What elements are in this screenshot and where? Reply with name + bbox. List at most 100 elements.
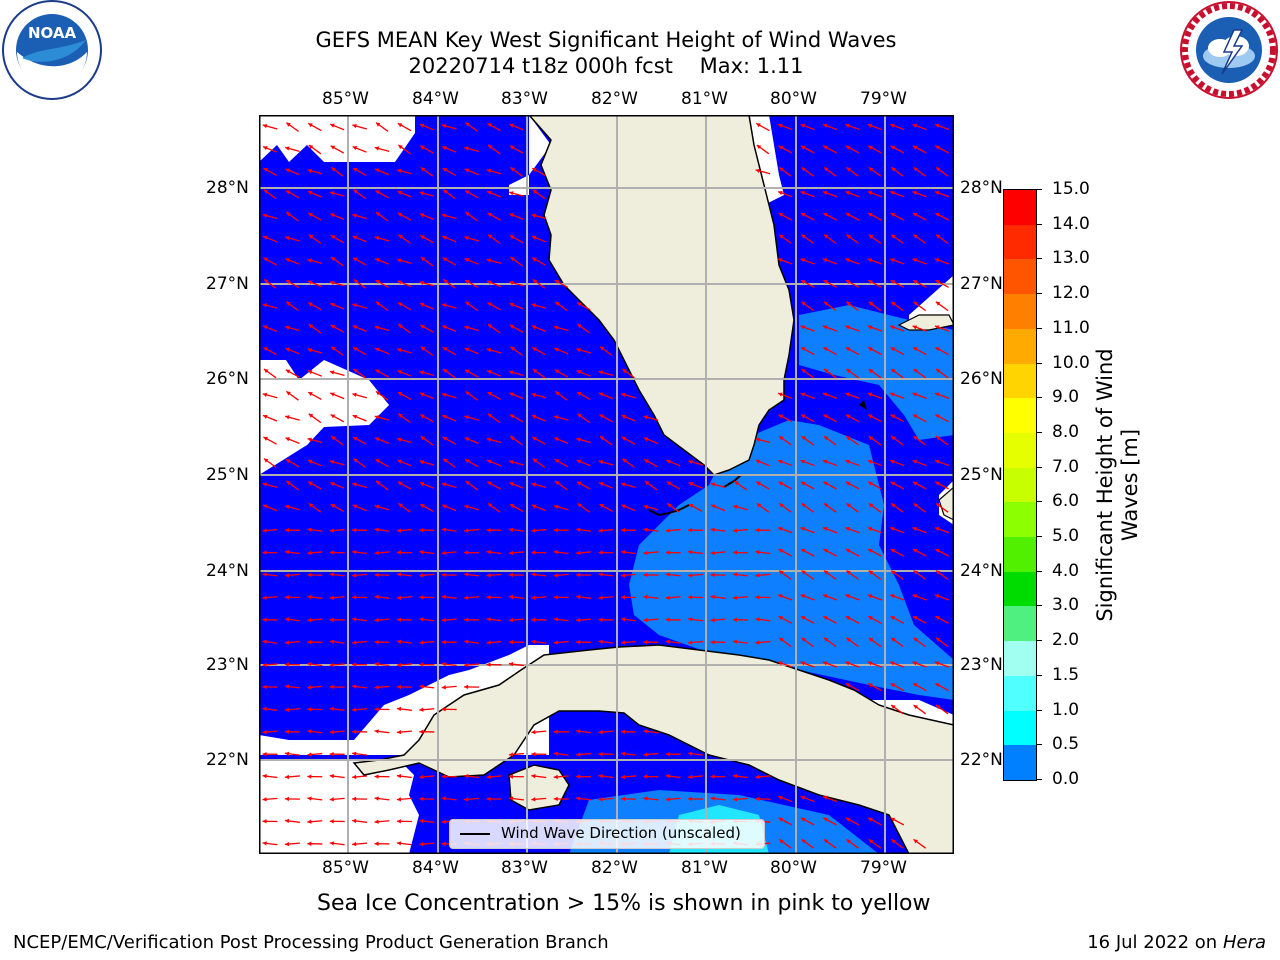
wind-wave-arrow <box>934 526 950 534</box>
wind-wave-arrow <box>441 707 457 712</box>
wind-wave-arrow <box>934 258 950 265</box>
wind-wave-arrow <box>822 325 838 332</box>
wind-wave-arrow <box>732 572 748 577</box>
wind-wave-arrow <box>710 594 726 600</box>
wind-wave-arrow <box>778 145 793 154</box>
wind-wave-arrow <box>352 640 368 645</box>
wind-wave-arrow <box>397 459 412 467</box>
wind-wave-arrow <box>823 166 837 177</box>
wind-wave-arrow <box>419 595 435 600</box>
colorbar-swatch <box>1004 641 1036 677</box>
wind-wave-arrow <box>777 526 793 534</box>
wind-wave-arrow <box>822 123 838 131</box>
wind-wave-arrow <box>778 166 792 177</box>
wind-wave-arrow <box>532 368 546 379</box>
wind-wave-arrow <box>643 774 659 779</box>
wind-wave-arrow <box>800 615 815 624</box>
wind-wave-arrow <box>375 279 389 289</box>
wind-wave-arrow <box>913 234 927 244</box>
wind-wave-arrow <box>553 595 569 600</box>
wind-wave-arrow <box>486 774 502 780</box>
wind-wave-arrow <box>374 594 390 600</box>
wind-wave-arrow <box>263 368 277 379</box>
wind-wave-arrow <box>396 773 412 779</box>
wind-wave-arrow <box>487 481 501 490</box>
wind-wave-arrow <box>553 729 569 734</box>
land-bahamas-islet <box>859 400 867 410</box>
wind-wave-arrow <box>352 414 367 422</box>
wind-wave-arrow <box>307 729 323 734</box>
wind-wave-arrow <box>822 594 838 601</box>
map-subtitle: 20220714 t18z 000h fcst Max: 1.11 <box>408 54 804 78</box>
wind-wave-arrow <box>508 594 524 600</box>
wind-wave-arrow <box>487 391 501 401</box>
wind-wave-arrow <box>396 819 412 824</box>
wind-wave-arrow <box>643 415 659 421</box>
wind-wave-arrow <box>263 257 277 266</box>
wind-wave-arrow <box>913 435 927 446</box>
wind-wave-arrow <box>329 684 345 690</box>
map-gridlines <box>259 115 954 854</box>
wind-wave-arrow <box>307 752 323 757</box>
wind-wave-arrow <box>889 526 905 534</box>
wind-wave-arrow <box>464 369 479 378</box>
wind-wave-arrow <box>598 773 614 779</box>
wind-wave-arrow <box>912 682 927 692</box>
wind-wave-arrow <box>889 190 905 198</box>
wind-wave-arrow <box>374 235 390 242</box>
wind-wave-arrow <box>263 278 277 289</box>
wind-wave-arrow <box>330 435 344 446</box>
colorbar-tick-mark <box>1036 779 1042 780</box>
wind-wave-arrow <box>486 280 502 288</box>
wind-wave-arrow <box>688 503 703 513</box>
wind-wave-arrow <box>665 797 681 802</box>
wind-wave-arrow <box>284 325 300 332</box>
wind-wave-arrow <box>329 550 345 555</box>
wind-wave-arrow <box>329 841 345 846</box>
wind-wave-arrow <box>486 527 502 533</box>
wind-wave-arrow <box>329 773 345 779</box>
wind-wave-arrow <box>442 458 456 468</box>
wind-wave-arrow <box>912 481 927 490</box>
wind-wave-arrow <box>419 573 435 578</box>
wind-wave-arrow <box>262 572 278 577</box>
wind-wave-arrow <box>419 123 434 131</box>
wind-wave-arrow <box>464 504 480 511</box>
lat-label: 27°N <box>960 274 1003 294</box>
wind-wave-arrow <box>800 526 815 534</box>
wind-wave-arrow <box>710 550 726 556</box>
wind-wave-arrow <box>329 819 345 824</box>
wind-wave-arrow <box>532 189 546 200</box>
wind-wave-arrow <box>867 817 882 826</box>
wind-wave-arrow <box>778 615 793 624</box>
wind-wave-arrow <box>912 346 927 356</box>
wind-wave-arrow <box>934 392 950 399</box>
wind-wave-arrow <box>531 325 546 333</box>
wind-wave-arrow <box>329 751 345 757</box>
wind-wave-arrow <box>284 235 300 242</box>
wind-wave-arrow <box>375 189 389 199</box>
wind-wave-arrow <box>778 481 793 490</box>
wind-wave-arrow <box>262 528 278 533</box>
wind-wave-arrow <box>665 751 681 757</box>
wind-wave-arrow <box>487 212 501 221</box>
wind-wave-arrow <box>262 751 278 757</box>
wind-wave-arrow <box>665 550 681 555</box>
wind-wave-arrow <box>263 458 277 468</box>
wind-wave-arrow <box>353 458 367 468</box>
colorbar-swatch <box>1004 432 1036 469</box>
wind-wave-arrow <box>352 167 367 177</box>
wind-wave-arrow <box>643 729 659 734</box>
wind-wave-arrow <box>374 796 390 801</box>
wind-wave-arrow <box>486 595 502 600</box>
wind-wave-arrow <box>778 817 793 826</box>
wind-wave-arrow <box>890 637 904 648</box>
wind-wave-arrow <box>890 615 905 624</box>
wind-wave-arrow <box>397 301 412 311</box>
wind-wave-arrow <box>845 392 860 399</box>
wind-wave-arrow <box>307 796 323 801</box>
wind-wave-arrow <box>396 347 412 354</box>
wind-wave-arrow <box>308 502 322 513</box>
wind-wave-arrow <box>419 234 434 244</box>
wind-wave-arrow <box>935 234 949 244</box>
